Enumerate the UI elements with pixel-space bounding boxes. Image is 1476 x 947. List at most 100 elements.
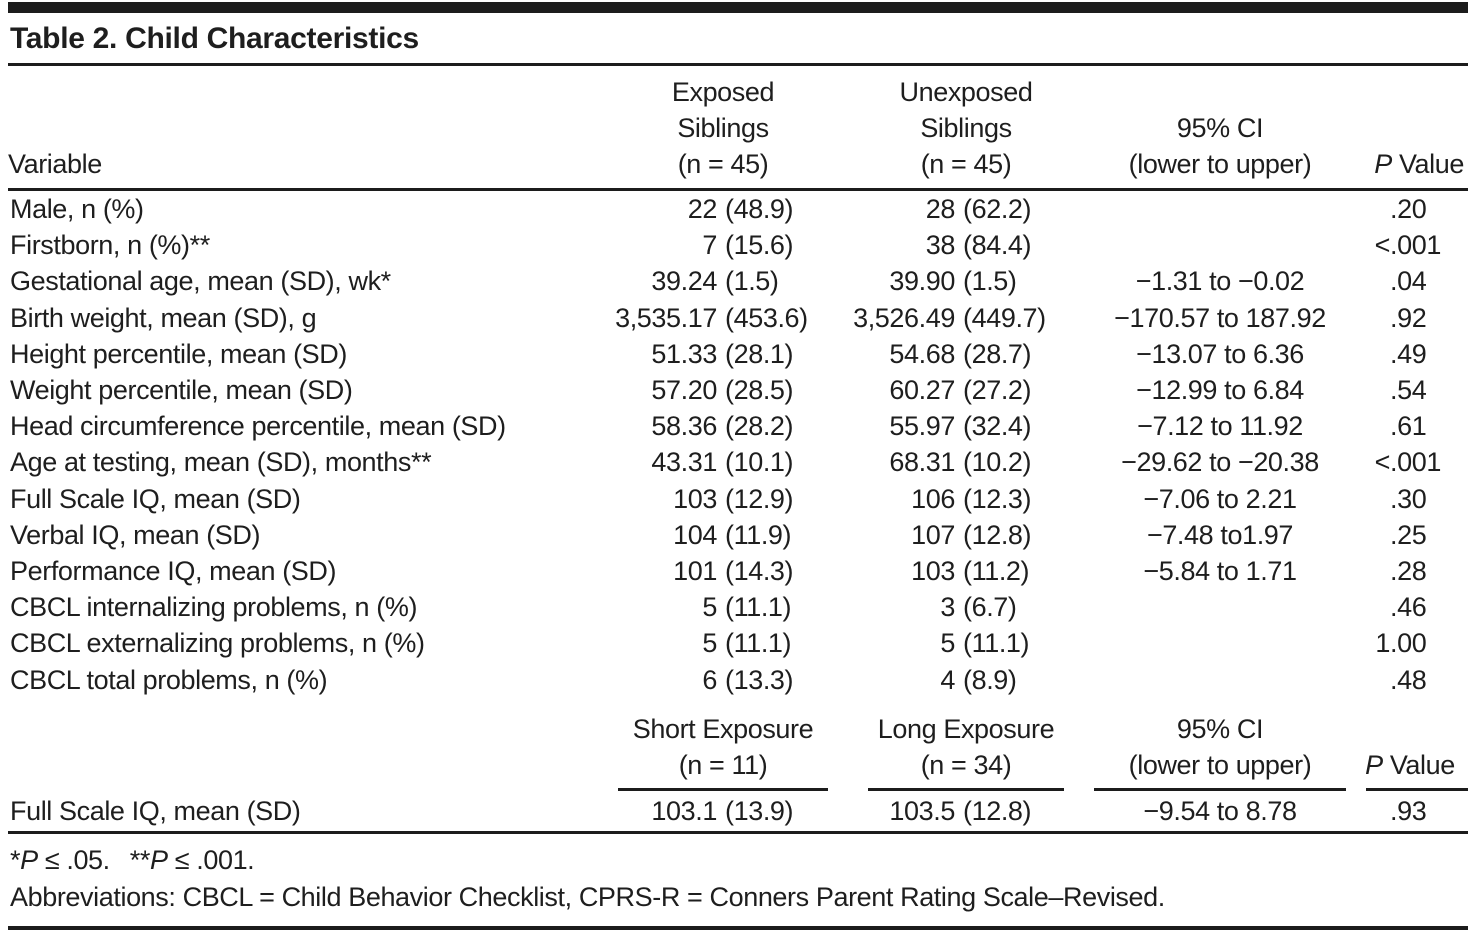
exposed-cell: 6 (13.3) (598, 663, 848, 697)
exposed-cell: 3,535.17 (453.6) (598, 301, 848, 335)
p-rest: Value (1382, 749, 1455, 780)
p-cell: .92 (1356, 301, 1468, 335)
sd: (11.1) (725, 628, 792, 659)
sd: (28.1) (725, 338, 794, 369)
p-italic: P (20, 844, 38, 875)
exposed-cell: 5 (11.1) (598, 626, 848, 660)
mean: 60.27 (889, 375, 955, 406)
mean: 5 (702, 592, 717, 623)
unexposed-cell: 107 (12.8) (848, 518, 1084, 552)
exposed-cell: 22 (48.9) (598, 192, 848, 226)
sd: (11.2) (963, 555, 1030, 586)
row-label: Head circumference percentile, mean (SD) (10, 411, 506, 442)
significance-footnote: *P ≤ .05. **P ≤ .001. (10, 842, 1466, 879)
unexposed-cell: 68.31 (10.2) (848, 445, 1084, 479)
row-label: CBCL internalizing problems, n (%) (10, 592, 418, 623)
p-pre: 1 (1375, 628, 1390, 659)
p-cell: .93 (1356, 794, 1468, 828)
p-cell: < .001 (1356, 445, 1468, 479)
table-row: Head circumference percentile, mean (SD)… (8, 408, 1468, 444)
unexposed-cell: 5 (11.1) (848, 626, 1084, 660)
body-divider (8, 830, 1468, 834)
threshold: ≤ .05. (37, 844, 110, 875)
sd: (12.9) (725, 483, 794, 514)
table-row: Gestational age, mean (SD), wk* 39.24 (1.… (8, 263, 1468, 299)
ci-cell: −1.31 to −0.02 (1135, 266, 1305, 297)
p-pre: < (1374, 230, 1391, 261)
subsection-header: Short Exposure (n = 11) Long Exposure (n… (8, 698, 1468, 791)
table-header: Variable Exposed Siblings (n = 45) Unexp… (8, 66, 1468, 188)
p-pre (1356, 554, 1390, 588)
ci-cell: −7.12 to 11.92 (1137, 411, 1303, 442)
mean: 3,535.17 (615, 302, 717, 333)
sd: (10.1) (725, 447, 794, 478)
unexposed-cell: 103 (11.2) (848, 554, 1084, 588)
mean: 51.33 (651, 338, 717, 369)
unexposed-cell: 28 (62.2) (848, 192, 1084, 226)
row-label: Full Scale IQ, mean (SD) (10, 483, 301, 514)
unexposed-cell: 54.68 (28.7) (848, 337, 1084, 371)
mean: 39.24 (651, 266, 717, 297)
p-frac: .48 (1390, 664, 1427, 695)
sd: (27.2) (963, 375, 1032, 406)
footnotes: *P ≤ .05. **P ≤ .001. Abbreviations: CBCL… (8, 834, 1468, 926)
bottom-rule (8, 925, 1468, 930)
threshold: ≤ .001. (167, 844, 255, 875)
p-cell: 1.00 (1356, 626, 1468, 660)
mean: 5 (940, 628, 955, 659)
mean: 55.97 (889, 411, 955, 442)
mean: 3 (940, 592, 955, 623)
sd: (11.9) (725, 519, 792, 550)
p-italic: P (1374, 149, 1392, 179)
p-pre (1356, 264, 1390, 298)
ci-cell: −5.84 to 1.71 (1143, 555, 1297, 586)
p-cell: .46 (1356, 590, 1468, 624)
sd: (62.2) (963, 194, 1032, 225)
mean: 4 (940, 664, 955, 695)
sd: (10.2) (963, 447, 1032, 478)
mean: 103.1 (651, 795, 717, 826)
sd: (84.4) (963, 230, 1032, 261)
p-pre (1356, 192, 1390, 226)
unexposed-cell: 3 (6.7) (848, 590, 1084, 624)
mean: 57.20 (651, 375, 717, 406)
p-cell: .61 (1356, 409, 1468, 443)
sd: (13.9) (725, 795, 794, 826)
exposed-cell: 57.20 (28.5) (598, 373, 848, 407)
mean: 39.90 (889, 266, 955, 297)
p-frac: .20 (1390, 194, 1427, 225)
exposed-cell: 39.24 (1.5) (598, 264, 848, 298)
row-label: Weight percentile, mean (SD) (10, 375, 353, 406)
p-pre (1356, 482, 1390, 516)
mean: 43.31 (651, 447, 717, 478)
table-row: Firstborn, n (%)** 7 (15.6) 38 (84.4) < .00… (8, 227, 1468, 263)
sd: (32.4) (963, 411, 1032, 442)
mean: 7 (702, 230, 717, 261)
table-row: Height percentile, mean (SD) 51.33 (28.1)… (8, 336, 1468, 372)
exposed-cell: 101 (14.3) (598, 554, 848, 588)
p-frac: .54 (1390, 375, 1427, 406)
exposed-cell: 58.36 (28.2) (598, 409, 848, 443)
ci-cell: −170.57 to 187.92 (1114, 302, 1326, 333)
row-label: Performance IQ, mean (SD) (10, 555, 337, 586)
title-divider (8, 63, 1468, 66)
p-pre (1356, 518, 1390, 552)
row-label: CBCL externalizing problems, n (%) (10, 628, 425, 659)
p-frac: .30 (1390, 483, 1427, 514)
column-rule (868, 787, 1064, 791)
p-cell: .49 (1356, 337, 1468, 371)
p-pre (1356, 590, 1390, 624)
header-short-exposure: Short Exposure (n = 11) (598, 711, 848, 791)
exposed-cell: 104 (11.9) (598, 518, 848, 552)
table-row: Performance IQ, mean (SD) 101 (14.3) 103 (… (8, 553, 1468, 589)
exposed-cell: 51.33 (28.1) (598, 337, 848, 371)
p-pre (1356, 337, 1390, 371)
mean: 103 (673, 483, 717, 514)
sd: (6.7) (963, 592, 1017, 623)
header-exposed-siblings: Exposed Siblings (n = 45) (671, 77, 775, 179)
table-row: CBCL total problems, n (%) 6 (13.3) 4 (8.9… (8, 661, 1468, 697)
exposed-cell: 7 (15.6) (598, 228, 848, 262)
p-frac: .28 (1390, 555, 1427, 586)
mean: 38 (925, 230, 956, 261)
header-long-exposure: Long Exposure (n = 34) (848, 711, 1084, 791)
